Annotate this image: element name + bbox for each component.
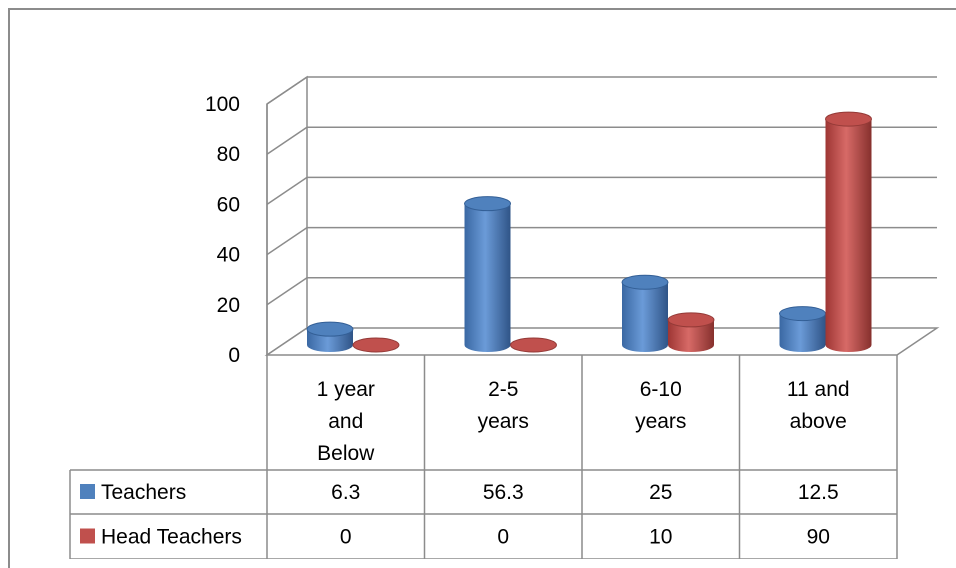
category-label: years (478, 410, 529, 433)
data-label: 10 (649, 526, 672, 549)
bar-body (668, 319, 714, 352)
y-tick-label: 0 (228, 344, 240, 367)
category-label: years (635, 410, 686, 433)
bar (306, 321, 354, 352)
category-label: 11 and (787, 378, 850, 401)
bar-top (510, 337, 557, 353)
data-label: 0 (340, 526, 352, 549)
data-label: 25 (649, 481, 672, 504)
bar (667, 312, 715, 352)
bar-top (306, 321, 354, 337)
legend-label: Head Teachers (101, 526, 242, 549)
y-tick-label: 60 (217, 193, 240, 216)
gridline-side (266, 126, 308, 155)
bar-body (622, 282, 668, 352)
y-tick-label: 40 (217, 244, 240, 267)
gridline-side (266, 277, 308, 306)
floor (264, 327, 940, 356)
bar (779, 306, 826, 353)
bar (464, 196, 511, 353)
bar (825, 111, 872, 353)
bar-top (464, 196, 511, 212)
chart-frame (8, 8, 956, 568)
bar (510, 337, 557, 353)
category-label: 6-10 (640, 378, 682, 401)
gridline-side (266, 176, 308, 206)
category-label: and (328, 410, 363, 433)
y-tick-label: 20 (217, 294, 240, 317)
legend-swatch (80, 528, 95, 544)
bar-top (667, 312, 715, 328)
category-label: 2-5 (488, 378, 518, 401)
chart-walls (264, 75, 940, 357)
category-label: 1 year (317, 378, 375, 401)
bar-top (621, 274, 669, 290)
bars (306, 111, 872, 353)
data-label: 56.3 (483, 481, 524, 504)
bar-body (825, 119, 872, 353)
bar-top (352, 337, 400, 353)
category-label: Below (317, 442, 375, 465)
data-table (69, 355, 898, 559)
y-tick-label: 100 (205, 93, 240, 116)
gridline-side (266, 76, 308, 105)
data-label: 90 (807, 526, 830, 549)
data-label: 6.3 (331, 481, 360, 504)
side-wall (266, 75, 308, 357)
legend-swatch (80, 484, 95, 499)
bar (352, 337, 400, 353)
gridline-side (266, 226, 308, 256)
bar-top (779, 306, 826, 322)
bar-body (464, 203, 511, 353)
bar-top (825, 111, 872, 127)
y-tick-label: 80 (217, 143, 240, 166)
data-label: 12.5 (798, 481, 839, 504)
category-label: above (790, 410, 847, 433)
data-label: 0 (497, 526, 509, 549)
bar-body (779, 313, 826, 353)
bar (621, 274, 669, 352)
legend-label: Teachers (101, 481, 186, 504)
